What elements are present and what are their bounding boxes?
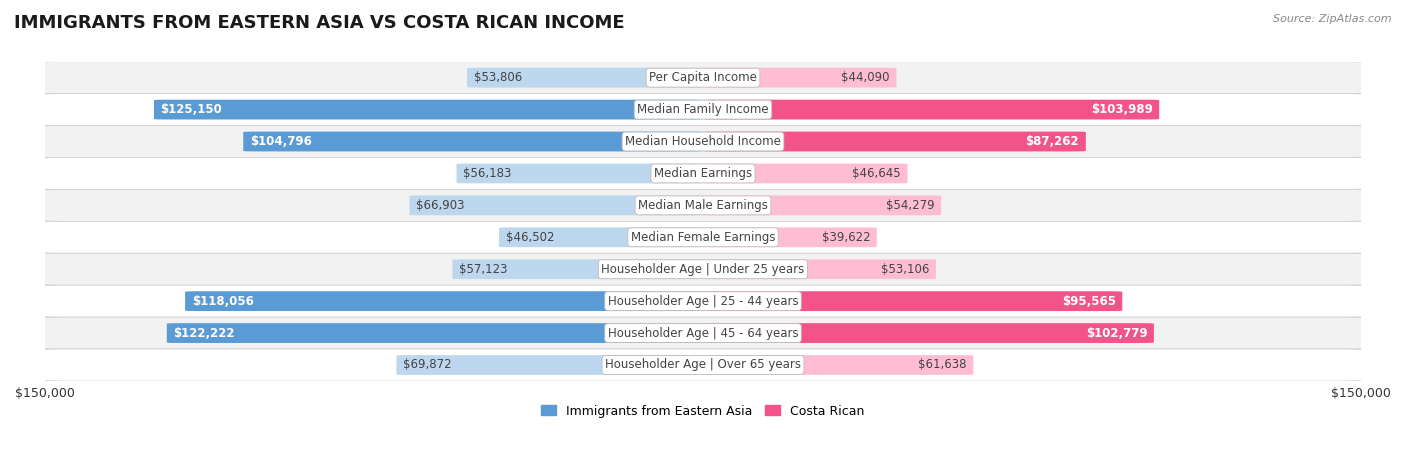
Text: $54,279: $54,279 [886,199,935,212]
Text: $118,056: $118,056 [191,295,253,308]
FancyBboxPatch shape [703,291,1122,311]
Text: $46,502: $46,502 [506,231,554,244]
Text: Householder Age | Under 25 years: Householder Age | Under 25 years [602,263,804,276]
Text: $66,903: $66,903 [416,199,464,212]
FancyBboxPatch shape [38,317,1368,349]
FancyBboxPatch shape [703,196,941,215]
FancyBboxPatch shape [38,253,1368,285]
Text: IMMIGRANTS FROM EASTERN ASIA VS COSTA RICAN INCOME: IMMIGRANTS FROM EASTERN ASIA VS COSTA RI… [14,14,624,32]
FancyBboxPatch shape [38,62,1368,93]
FancyBboxPatch shape [186,291,703,311]
FancyBboxPatch shape [499,227,703,247]
Text: $87,262: $87,262 [1025,135,1080,148]
FancyBboxPatch shape [457,163,703,184]
Text: $102,779: $102,779 [1085,326,1147,340]
Text: $44,090: $44,090 [841,71,890,84]
Text: Median Female Earnings: Median Female Earnings [631,231,775,244]
FancyBboxPatch shape [703,227,877,247]
Text: $103,989: $103,989 [1091,103,1153,116]
FancyBboxPatch shape [167,323,703,343]
FancyBboxPatch shape [409,196,703,215]
Text: $122,222: $122,222 [173,326,235,340]
Text: Householder Age | 25 - 44 years: Householder Age | 25 - 44 years [607,295,799,308]
Text: Householder Age | Over 65 years: Householder Age | Over 65 years [605,359,801,371]
Text: Median Male Earnings: Median Male Earnings [638,199,768,212]
Text: Per Capita Income: Per Capita Income [650,71,756,84]
FancyBboxPatch shape [38,190,1368,221]
Text: Median Earnings: Median Earnings [654,167,752,180]
Text: Median Family Income: Median Family Income [637,103,769,116]
Text: $57,123: $57,123 [458,263,508,276]
FancyBboxPatch shape [396,355,703,375]
Text: $69,872: $69,872 [404,359,451,371]
Text: $53,806: $53,806 [474,71,522,84]
Text: $39,622: $39,622 [821,231,870,244]
Text: $95,565: $95,565 [1062,295,1116,308]
Text: $61,638: $61,638 [918,359,967,371]
FancyBboxPatch shape [703,132,1085,151]
Text: $46,645: $46,645 [852,167,901,180]
Text: Median Household Income: Median Household Income [626,135,780,148]
FancyBboxPatch shape [467,68,703,87]
FancyBboxPatch shape [703,323,1154,343]
FancyBboxPatch shape [703,259,936,279]
FancyBboxPatch shape [38,157,1368,190]
Text: Source: ZipAtlas.com: Source: ZipAtlas.com [1274,14,1392,24]
FancyBboxPatch shape [453,259,703,279]
Text: $104,796: $104,796 [250,135,312,148]
FancyBboxPatch shape [703,355,973,375]
FancyBboxPatch shape [703,99,1159,120]
Text: $56,183: $56,183 [463,167,512,180]
Legend: Immigrants from Eastern Asia, Costa Rican: Immigrants from Eastern Asia, Costa Rica… [536,400,870,423]
FancyBboxPatch shape [153,99,703,120]
FancyBboxPatch shape [38,221,1368,253]
FancyBboxPatch shape [703,68,897,87]
FancyBboxPatch shape [38,285,1368,317]
FancyBboxPatch shape [38,126,1368,157]
FancyBboxPatch shape [38,93,1368,126]
FancyBboxPatch shape [703,163,908,184]
Text: $53,106: $53,106 [882,263,929,276]
Text: Householder Age | 45 - 64 years: Householder Age | 45 - 64 years [607,326,799,340]
Text: $125,150: $125,150 [160,103,222,116]
FancyBboxPatch shape [243,132,703,151]
FancyBboxPatch shape [38,349,1368,381]
